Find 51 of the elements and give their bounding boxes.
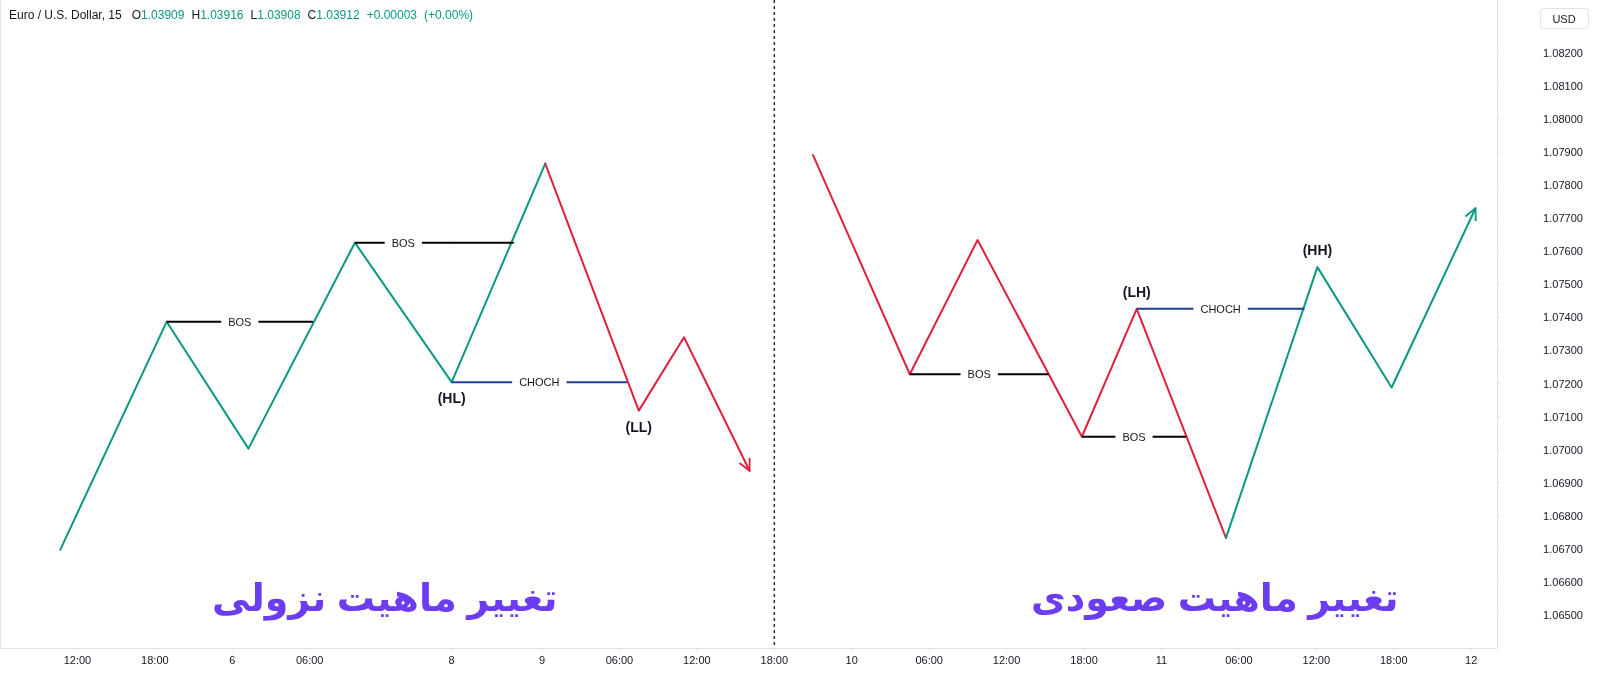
y-tick-label: 1.07600 xyxy=(1543,245,1583,258)
y-tick-label: 1.07900 xyxy=(1543,146,1583,159)
annotation: (HL) xyxy=(437,390,466,407)
x-tick-label: 06:00 xyxy=(1225,654,1253,666)
x-tick-label: 12:00 xyxy=(1302,654,1331,666)
y-tick-label: 1.06900 xyxy=(1543,476,1583,489)
x-tick-label: 11 xyxy=(1155,654,1168,666)
y-tick-label: 1.07000 xyxy=(1543,443,1583,456)
y-tick-label: 1.08000 xyxy=(1543,113,1583,126)
y-tick-label: 1.08100 xyxy=(1543,79,1583,92)
y-axis-title: USD xyxy=(1552,12,1576,25)
x-tick-label: 12:00 xyxy=(992,654,1021,666)
x-tick-label: 18:00 xyxy=(141,654,169,666)
x-tick-label: 10 xyxy=(845,654,858,666)
text: O1.03909 H1.03916 L1.03908 C1.03912 +0.00003 (+0.00%) xyxy=(131,8,474,22)
x-tick-label: 06:00 xyxy=(605,654,634,666)
y-tick-label: 1.06500 xyxy=(1543,608,1583,621)
y-tick-label: 1.07500 xyxy=(1543,278,1583,291)
annotation: (LH) xyxy=(1122,283,1151,300)
series-label: CHOCH xyxy=(519,376,560,389)
series-label: BOS xyxy=(967,368,991,381)
annotation: (LL) xyxy=(625,418,653,435)
x-tick-label: 12:00 xyxy=(683,654,711,666)
x-tick-label: 12 xyxy=(1465,654,1478,666)
series-label: BOS xyxy=(391,236,415,249)
y-tick-label: 1.08200 xyxy=(1543,46,1583,59)
y-tick-label: 1.07400 xyxy=(1543,311,1583,324)
x-tick-label: 18:00 xyxy=(760,654,789,666)
x-tick-label: 9 xyxy=(538,654,546,666)
x-tick-label: 8 xyxy=(448,654,455,666)
series-label: CHOCH xyxy=(1200,302,1241,315)
y-tick-label: 1.06800 xyxy=(1543,509,1583,522)
y-tick-label: 1.07200 xyxy=(1543,377,1583,390)
x-tick-label: 18:00 xyxy=(1070,654,1098,666)
annotation: (HH) xyxy=(1302,242,1333,259)
y-tick-label: 1.06600 xyxy=(1543,575,1583,588)
x-tick-label: 12:00 xyxy=(63,654,92,666)
x-tick-label: 18:00 xyxy=(1379,654,1408,666)
x-tick-label: 06:00 xyxy=(295,654,324,666)
series-label: BOS xyxy=(1122,430,1146,443)
x-tick-label: 6 xyxy=(229,654,236,666)
y-tick-label: 1.07800 xyxy=(1543,179,1583,192)
y-tick-label: 1.07700 xyxy=(1543,212,1583,225)
annotation: تغییر ماهیت صعودی xyxy=(1030,577,1399,620)
annotation: تغییر ماهیت نزولی xyxy=(212,577,558,621)
y-tick-label: 1.06700 xyxy=(1543,542,1583,555)
y-tick-label: 1.07300 xyxy=(1543,344,1583,357)
x-tick-label: 06:00 xyxy=(915,654,943,666)
text: Euro / U.S. Dollar, 15 xyxy=(9,8,123,22)
y-tick-label: 1.07100 xyxy=(1543,410,1583,423)
series-label: BOS xyxy=(228,315,252,328)
